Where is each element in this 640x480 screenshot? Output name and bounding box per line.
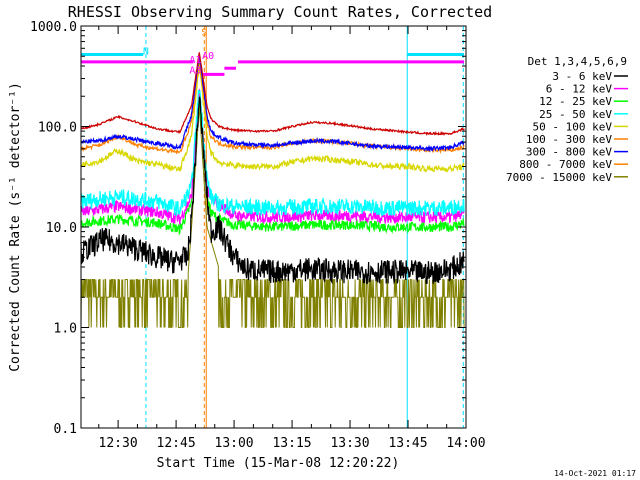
x-tick-label: 13:15 bbox=[272, 436, 311, 451]
series-300-800-kev bbox=[80, 54, 465, 153]
series-red-top bbox=[80, 52, 465, 136]
x-axis-label: Start Time (15-Mar-08 12:20:22) bbox=[157, 456, 400, 471]
y-tick-label: 1.0 bbox=[54, 322, 77, 337]
legend-label: 300 - 800 keV bbox=[526, 146, 612, 159]
annotation-a1: A1 bbox=[189, 55, 201, 66]
y-axis-label: Corrected Count Rate (s⁻¹ detector⁻¹) bbox=[8, 82, 23, 372]
series-3-6-kev bbox=[80, 96, 465, 285]
x-tick-label: 13:00 bbox=[215, 436, 254, 451]
legend-label: 50 - 100 keV bbox=[533, 120, 613, 133]
annotation-s: S bbox=[201, 28, 207, 39]
legend-label: 800 - 7000 keV bbox=[519, 158, 612, 171]
series-6-12-kev bbox=[80, 88, 465, 225]
series-7000-15000-kev bbox=[80, 105, 465, 328]
legend-title: Det 1,3,4,5,6,9 bbox=[528, 55, 627, 68]
annotation-a0: A0 bbox=[202, 51, 214, 62]
chart-title: RHESSI Observing Summary Count Rates, Co… bbox=[68, 3, 492, 21]
legend-label: 6 - 12 keV bbox=[546, 83, 613, 96]
legend-label: 100 - 300 keV bbox=[526, 133, 612, 146]
annotation-a3: A3 bbox=[189, 66, 201, 77]
x-tick-label: 14:00 bbox=[446, 436, 485, 451]
x-axis: 12:30 12:45 13:00 13:15 13:30 13:45 14:00 bbox=[98, 26, 486, 451]
legend-label: 3 - 6 keV bbox=[552, 70, 612, 83]
series-50-100-kev bbox=[80, 63, 465, 173]
legend-label: 12 - 25 keV bbox=[539, 95, 612, 108]
legend-label: 7000 - 15000 keV bbox=[506, 171, 612, 184]
y-tick-label: 10.0 bbox=[46, 221, 77, 236]
y-axis: 1000.0 100.0 10.0 1.0 0.1 bbox=[30, 20, 466, 437]
y-tick-label: 0.1 bbox=[54, 422, 77, 437]
x-tick-label: 13:30 bbox=[330, 436, 369, 451]
x-tick-label: 12:30 bbox=[99, 436, 138, 451]
series-12-25-kev bbox=[80, 97, 465, 236]
annotation-n: N bbox=[143, 47, 149, 58]
timestamp: 14-Oct-2021 01:17 bbox=[554, 469, 636, 478]
x-tick-label: 12:45 bbox=[157, 436, 196, 451]
y-tick-label: 1000.0 bbox=[30, 20, 77, 35]
series-25-50-kev bbox=[80, 89, 465, 217]
legend-label: 25 - 50 keV bbox=[539, 108, 612, 121]
y-tick-label: 100.0 bbox=[38, 121, 77, 136]
x-tick-label: 13:45 bbox=[388, 436, 427, 451]
